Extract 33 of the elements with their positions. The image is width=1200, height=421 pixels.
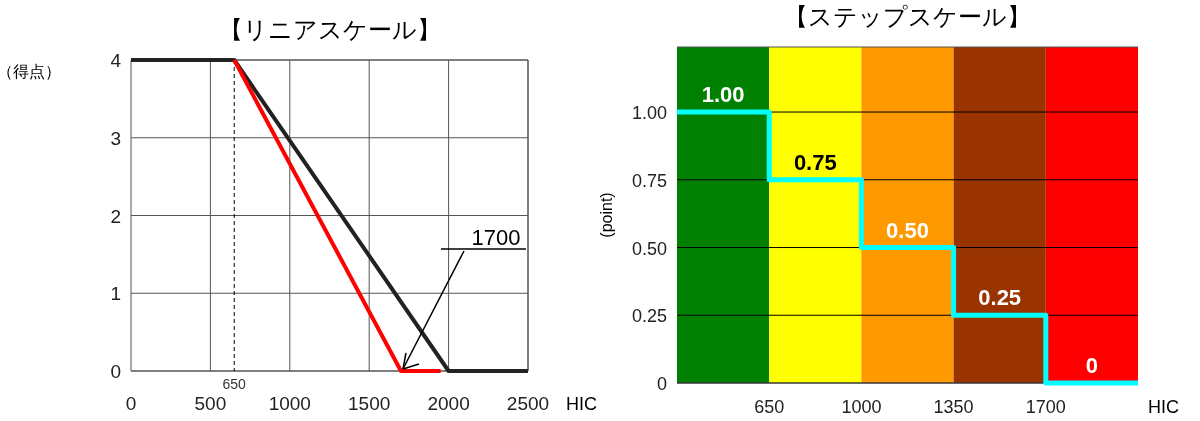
data-label: 1.00 [701,82,745,108]
x-axis-title: HIC [1148,397,1179,417]
x-tick-label: 650 [754,397,785,417]
x-tick-label: 2000 [427,393,470,414]
y-axis-title: (point) [598,192,615,238]
y-tick-label: 1 [110,283,121,305]
y-axis-title: （得点） [0,63,61,80]
y-tick-label: 4 [110,50,122,71]
y-tick-label: 1.00 [631,103,667,124]
annotation: 1700 [471,225,521,250]
chart-title: 【リニアスケール】 [218,16,441,43]
x-tick-label: 0 [125,393,137,414]
x-tick-label: 1000 [841,397,882,417]
data-label: 0.50 [886,217,929,243]
data-label: 0 [1085,353,1099,378]
x-axis-title: HIC [566,394,597,414]
data-label: 0.25 [978,285,1022,311]
x-tick-label: 1700 [1025,397,1066,417]
ref-line-label: 650 [222,376,247,392]
y-tick-label: 3 [110,127,121,149]
y-tick-label: 0 [110,361,121,382]
chart-title: 【ステップスケール】 [784,3,1031,30]
x-tick-label: 1000 [268,393,311,414]
y-tick-label: 0.75 [631,170,667,191]
y-tick-label: 0.25 [631,306,667,327]
x-tick-label: 1350 [933,397,974,417]
y-tick-label: 2 [110,205,121,227]
x-tick-label: 1500 [348,393,391,414]
y-tick-label: 0.50 [631,238,667,259]
x-tick-label: 2500 [506,393,550,414]
data-label: 0.75 [793,149,837,175]
x-tick-label: 500 [194,393,227,414]
y-tick-label: 0 [656,374,667,394]
